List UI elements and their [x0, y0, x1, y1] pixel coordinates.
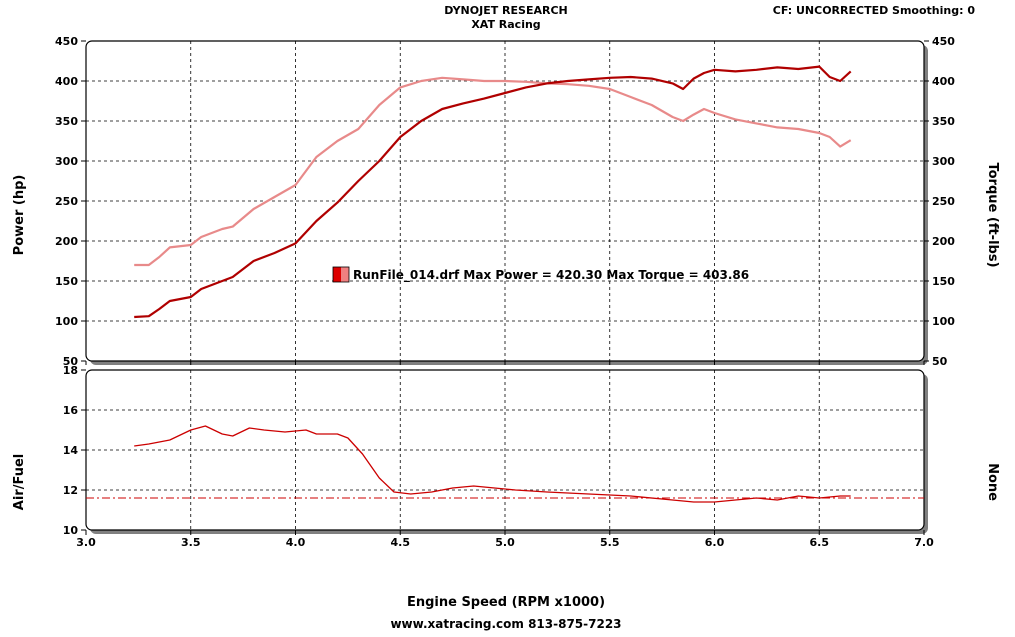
bottom-y-tick-label: 14: [63, 444, 79, 457]
top-y2-tick-label: 400: [932, 75, 955, 88]
legend-swatch-torque: [341, 267, 349, 282]
bottom-y-tick-label: 18: [63, 364, 78, 377]
bottom-y-tick-label: 16: [63, 404, 79, 417]
footer-contact: www.xatracing.com 813-875-7223: [390, 617, 621, 631]
y-axis-label-afr: Air/Fuel: [12, 454, 27, 510]
top-y2-tick-label: 150: [932, 275, 955, 288]
top-y-tick-label: 150: [55, 275, 78, 288]
y-axis-label-power: Power (hp): [12, 175, 27, 256]
x-tick-label: 5.0: [495, 536, 515, 549]
x-tick-label: 3.0: [76, 536, 96, 549]
top-y-tick-label: 50: [63, 355, 79, 368]
series-line-torque: [134, 76, 852, 267]
top-y-tick-label: 100: [55, 315, 78, 328]
top-y-tick-label: 200: [55, 235, 78, 248]
legend: RunFile_014.drf Max Power = 420.30 Max T…: [332, 266, 749, 283]
series-line-power: [134, 65, 852, 319]
chart-subtitle: XAT Racing: [471, 18, 540, 31]
top-ticks: 50 100 150 200 250 300 350 400 450 50 100 150 200 250…: [55, 35, 955, 368]
top-y2-tick-label: 100: [932, 315, 955, 328]
x-tick-label: 5.5: [600, 536, 620, 549]
top-y2-tick-label: 50: [932, 355, 948, 368]
top-y-tick-label: 350: [55, 115, 78, 128]
x-axis-label: Engine Speed (RPM x1000): [407, 595, 605, 610]
x-tick-label: 6.0: [705, 536, 725, 549]
bottom-y-tick-label: 10: [63, 524, 79, 537]
top-y-tick-label: 400: [55, 75, 78, 88]
top-y2-tick-label: 200: [932, 235, 955, 248]
legend-text: RunFile_014.drf Max Power = 420.30 Max T…: [353, 268, 749, 283]
top-y2-tick-label: 250: [932, 195, 955, 208]
chart-title: DYNOJET RESEARCH: [444, 4, 567, 17]
x-tick-label: 4.5: [391, 536, 411, 549]
bottom-y-tick-label: 12: [63, 484, 78, 497]
x-tick-label: 4.0: [286, 536, 306, 549]
top-series: [134, 65, 852, 319]
y-axis-label-torque: Torque (ft-lbs): [985, 162, 1000, 267]
y-axis-label-none: None: [985, 463, 1000, 501]
top-y2-tick-label: 450: [932, 35, 955, 48]
series-line-air-fuel: [134, 425, 851, 503]
top-y2-tick-label: 350: [932, 115, 955, 128]
bottom-series: [86, 425, 924, 503]
top-y-tick-label: 300: [55, 155, 78, 168]
legend-swatch-power: [333, 267, 341, 282]
top-grid: [86, 41, 924, 361]
legend-swatch-border: [332, 266, 350, 283]
x-tick-label: 7.0: [914, 536, 934, 549]
bottom-ticks: 3.0 3.5 4.0 4.5 5.0 5.5 6.0 6.5 7.0 10 12 14 16 18: [63, 364, 934, 549]
x-tick-label: 6.5: [810, 536, 830, 549]
bottom-grid: [86, 370, 924, 530]
top-y-tick-label: 450: [55, 35, 78, 48]
x-tick-label: 3.5: [181, 536, 201, 549]
top-y-tick-label: 250: [55, 195, 78, 208]
correction-info: CF: UNCORRECTED Smoothing: 0: [773, 4, 976, 17]
top-y2-tick-label: 300: [932, 155, 955, 168]
